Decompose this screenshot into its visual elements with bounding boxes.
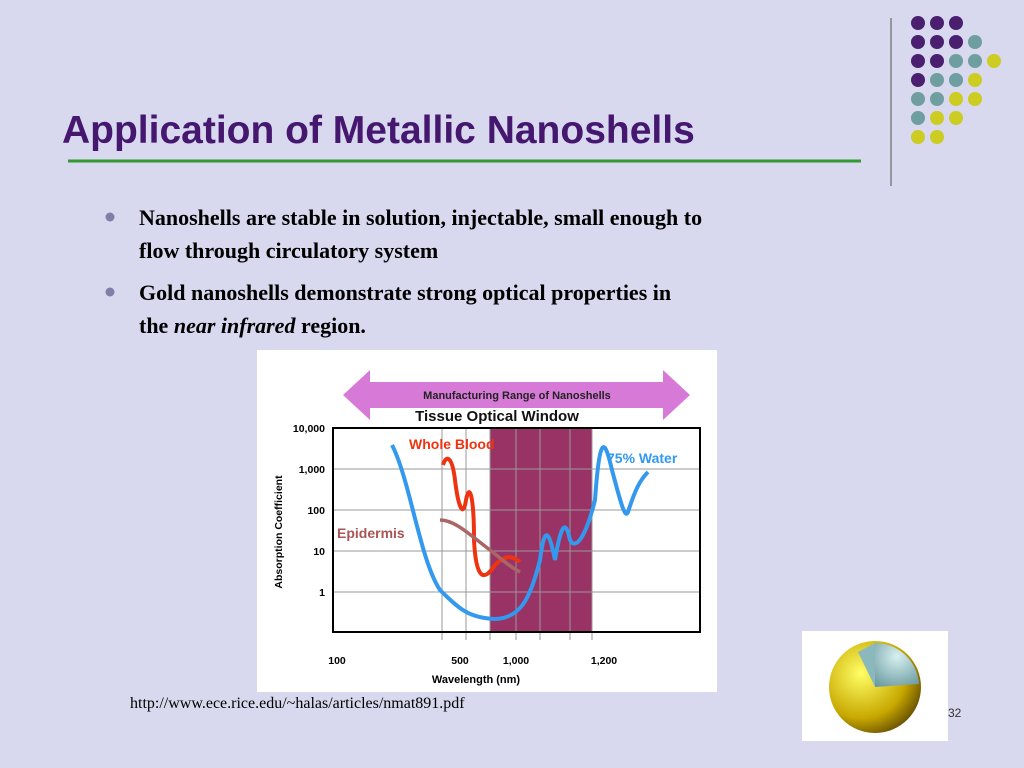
- page-number: 32: [948, 706, 962, 720]
- curve-label: Whole Blood: [409, 436, 495, 452]
- x-tick-label: 1,200: [591, 655, 617, 667]
- bullet-text: Gold nanoshells demonstrate strong optic…: [139, 280, 671, 305]
- y-tick-label: 10: [313, 546, 325, 558]
- dot: [930, 130, 944, 144]
- text-run: the: [139, 313, 174, 338]
- blood-curve: [441, 456, 522, 577]
- dot: [930, 111, 944, 125]
- y-tick-label: 100: [307, 505, 325, 517]
- plot-frame: [332, 427, 701, 633]
- dot: [911, 130, 925, 144]
- curve-label: 75% Water: [607, 450, 678, 466]
- dot: [949, 16, 963, 30]
- x-tick-label: 100: [328, 655, 346, 667]
- epidermis-curve: [439, 518, 521, 574]
- bullet-text: flow through circulatory system: [139, 238, 438, 263]
- dot: [949, 54, 963, 68]
- window-label: Tissue Optical Window: [415, 408, 579, 425]
- text-run: region.: [295, 313, 365, 338]
- y-tick-label: 1: [319, 587, 325, 599]
- dot: [949, 111, 963, 125]
- y-tick-label: 10,000: [293, 423, 325, 435]
- dot: [949, 35, 963, 49]
- dot: [930, 35, 944, 49]
- y-axis-label: Absorption Coefficient: [273, 475, 285, 589]
- dot: [949, 92, 963, 106]
- window-band: [490, 428, 592, 632]
- bullet-dot: [105, 287, 115, 297]
- dot: [968, 54, 982, 68]
- source-url: http://www.ece.rice.edu/~halas/articles/…: [130, 695, 465, 712]
- dot: [930, 92, 944, 106]
- curve-label: Epidermis: [337, 525, 405, 541]
- decor-dots: [911, 16, 1001, 144]
- y-tick-label: 1,000: [299, 464, 325, 476]
- slide-title: Application of Metallic Nanoshells: [62, 109, 695, 152]
- x-tick-label: 1,000: [503, 655, 529, 667]
- bullet-text: the near infrared region.: [139, 313, 366, 338]
- dot: [911, 54, 925, 68]
- dot: [930, 16, 944, 30]
- arrow-label: Manufacturing Range of Nanoshells: [423, 390, 611, 402]
- dot: [968, 73, 982, 87]
- dot: [911, 16, 925, 30]
- sphere-cutaway: [875, 642, 919, 687]
- arrow: [343, 370, 690, 420]
- x-axis-label: Wavelength (nm): [432, 674, 521, 686]
- figure: Manufacturing Range of Nanoshells Tissue…: [257, 350, 717, 692]
- dot: [987, 54, 1001, 68]
- dot: [911, 111, 925, 125]
- bullet-dot: [105, 212, 115, 222]
- dot: [968, 35, 982, 49]
- sphere-core: [858, 643, 875, 687]
- tick-labels: 10,000 1,000 100 10 1 100 500 1,000 1,200: [293, 423, 617, 667]
- text-run: near infrared: [174, 313, 297, 338]
- sphere-image: [802, 631, 948, 741]
- water-curve: [390, 444, 650, 622]
- bullet-text: Nanoshells are stable in solution, injec…: [139, 205, 702, 230]
- dot: [968, 92, 982, 106]
- dot: [911, 35, 925, 49]
- dot: [930, 54, 944, 68]
- dot: [911, 73, 925, 87]
- x-tick-label: 500: [451, 655, 469, 667]
- dot: [930, 73, 944, 87]
- dot: [949, 73, 963, 87]
- dot: [911, 92, 925, 106]
